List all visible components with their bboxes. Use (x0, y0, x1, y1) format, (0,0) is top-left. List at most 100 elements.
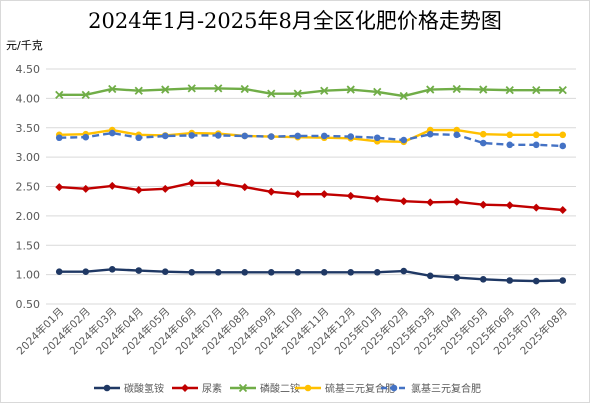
data-point (505, 201, 514, 210)
series (55, 266, 567, 285)
data-point (320, 86, 329, 95)
data-point (55, 90, 64, 99)
data-point (238, 383, 248, 393)
y-tick-label: 4.50 (16, 63, 41, 76)
data-point (452, 197, 461, 206)
data-point (399, 197, 408, 206)
data-point (559, 131, 567, 139)
data-point (293, 190, 302, 199)
data-point (347, 133, 355, 140)
data-point (161, 268, 169, 275)
data-point (373, 268, 381, 276)
legend-item: 磷酸二铵 (230, 382, 300, 395)
data-point (187, 178, 196, 187)
data-point (241, 268, 249, 276)
data-point (161, 132, 169, 140)
data-point (214, 178, 223, 187)
legend-item: 硫基三元复合肥 (295, 382, 395, 395)
series (55, 178, 567, 214)
data-point (293, 89, 302, 98)
data-point (426, 198, 435, 207)
legend-label: 硫基三元复合肥 (325, 382, 395, 395)
data-point (134, 186, 143, 195)
data-point (559, 277, 567, 284)
data-point (347, 268, 355, 276)
data-point (479, 200, 488, 209)
data-point (214, 268, 222, 276)
data-point (373, 87, 382, 97)
y-tick-label: 1.00 (16, 269, 41, 282)
data-point (479, 130, 487, 138)
legend-item: 碳酸氢铵 (94, 382, 164, 395)
data-point (267, 89, 276, 98)
legend-label: 碳酸氢铵 (124, 382, 164, 395)
data-point (294, 268, 302, 276)
data-point (346, 85, 355, 94)
data-point (400, 267, 408, 275)
data-point (320, 268, 328, 276)
data-point (108, 266, 116, 273)
data-point (267, 187, 276, 196)
data-point (506, 131, 514, 139)
data-point (134, 86, 143, 95)
data-point (135, 134, 143, 142)
legend-label: 磷酸二铵 (260, 382, 300, 395)
data-point (81, 184, 90, 193)
y-tick-label: 4.00 (16, 92, 41, 105)
data-point (559, 142, 567, 150)
data-point (320, 132, 328, 140)
data-point (505, 86, 514, 95)
data-point (188, 132, 196, 139)
data-point (81, 90, 90, 99)
data-point (214, 132, 222, 139)
series-line (59, 128, 563, 144)
grid-lines (46, 68, 576, 305)
legend-item: 氯基三元复合肥 (381, 382, 481, 395)
data-point (108, 181, 117, 190)
data-point (82, 268, 90, 275)
y-tick-label: 0.50 (16, 298, 41, 311)
data-point (390, 384, 398, 392)
data-point (479, 85, 488, 94)
data-point (426, 85, 435, 94)
y-axis-ticks: 0.50 1.00 1.50 2.00 2.50 3.00 3.50 4.00 4.50 (16, 63, 41, 311)
data-point (187, 84, 196, 93)
data-point (400, 136, 408, 144)
data-point (108, 129, 116, 137)
data-point (55, 134, 63, 142)
data-point (506, 141, 514, 149)
data-point (294, 132, 302, 140)
data-point (453, 274, 461, 281)
data-point (267, 133, 275, 140)
data-point (532, 203, 541, 212)
data-point (346, 191, 355, 200)
data-point (240, 84, 249, 94)
y-axis-unit: 元/千克 (6, 39, 43, 52)
data-point (161, 184, 170, 193)
data-point (532, 277, 540, 285)
y-tick-label: 2.50 (16, 181, 41, 194)
y-tick-label: 3.50 (16, 122, 41, 135)
data-point (479, 276, 487, 283)
data-point (558, 206, 567, 214)
legend-label: 尿素 (202, 382, 222, 395)
data-point (506, 277, 514, 284)
data-point (55, 268, 63, 275)
data-point (103, 384, 111, 392)
chart-title: 2024年1月-2025年8月全区化肥价格走势图 (88, 9, 502, 33)
y-tick-label: 2.00 (16, 210, 41, 223)
data-point (373, 194, 382, 203)
data-point (240, 183, 249, 192)
data-point (453, 126, 461, 134)
legend-item: 尿素 (172, 382, 222, 395)
data-point (304, 384, 312, 392)
series-line (59, 181, 563, 212)
data-point (320, 190, 329, 199)
series-line (59, 131, 563, 148)
data-point (161, 85, 170, 94)
data-point (241, 132, 249, 140)
legend-label: 氯基三元复合肥 (411, 382, 481, 395)
data-point (532, 141, 540, 149)
series (55, 84, 567, 101)
